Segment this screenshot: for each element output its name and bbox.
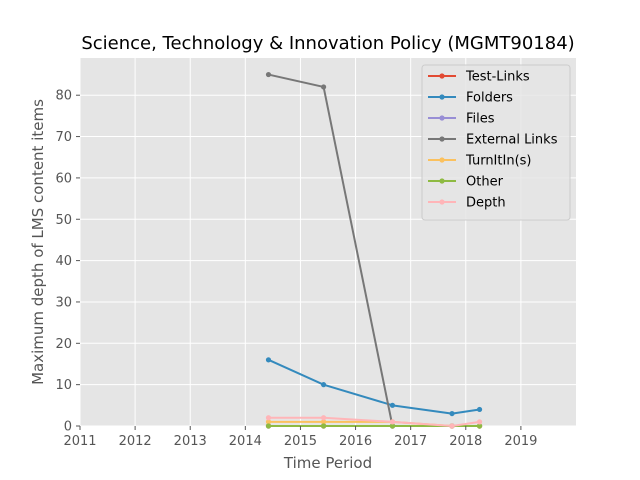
data-point — [389, 402, 396, 408]
legend-item: TurnItIn(s) — [428, 154, 531, 169]
legend-box — [421, 64, 571, 221]
x-tick-label: 2011 — [63, 434, 96, 449]
legend-marker — [439, 136, 445, 142]
data-point — [449, 423, 455, 429]
data-point — [476, 419, 483, 425]
legend-item: External Links — [428, 133, 558, 148]
y-axis-label: Maximum depth of LMS content items — [29, 99, 47, 385]
data-point — [320, 382, 327, 388]
data-point — [265, 71, 272, 78]
legend-label: TurnItIn(s) — [465, 154, 531, 169]
x-tick-label: 2015 — [284, 434, 317, 449]
data-point — [265, 419, 272, 425]
legend-label: Depth — [466, 196, 506, 211]
data-point — [449, 410, 455, 417]
data-point — [265, 357, 272, 363]
legend-marker — [439, 157, 445, 163]
legend-item: Test-Links — [428, 70, 530, 85]
data-point — [389, 423, 396, 429]
legend-item: Folders — [428, 91, 513, 106]
y-tick-label: 10 — [55, 378, 72, 393]
y-tick-label: 0 — [64, 420, 72, 435]
series-folders — [265, 357, 483, 417]
x-tick-label: 2019 — [504, 434, 537, 449]
legend-item: Other — [428, 175, 504, 190]
legend-item: Depth — [428, 196, 506, 211]
x-tick-label: 2016 — [339, 434, 372, 449]
y-tick-label: 60 — [55, 171, 72, 186]
y-tick-label: 30 — [55, 295, 72, 310]
data-point — [320, 419, 327, 425]
legend-label: Other — [466, 175, 504, 190]
legend: Test-Links Folders Files External Links Turn… — [421, 64, 571, 221]
x-tick-label: 2017 — [394, 434, 427, 449]
legend-item: Files — [428, 112, 495, 127]
legend-marker — [439, 199, 445, 205]
legend-marker — [439, 115, 445, 121]
data-point — [476, 406, 483, 413]
x-axis: 2011 2012 2013 2014 2015 2016 2017 2018 2019 — [63, 426, 537, 449]
x-tick-label: 2018 — [449, 434, 482, 449]
legend-label: Test-Links — [465, 70, 530, 85]
x-tick-label: 2013 — [174, 434, 207, 449]
data-point — [265, 415, 272, 421]
y-axis: 0 10 20 30 40 50 60 70 80 — [55, 89, 80, 435]
legend-label: Files — [466, 112, 495, 127]
x-axis-label: Time Period — [283, 454, 372, 472]
y-tick-label: 50 — [55, 213, 72, 228]
x-tick-label: 2014 — [229, 434, 262, 449]
series-depth — [265, 415, 483, 429]
legend-label: Folders — [466, 91, 513, 106]
legend-marker — [439, 178, 445, 184]
legend-marker — [439, 73, 445, 79]
y-tick-label: 70 — [55, 130, 72, 145]
chart-title: Science, Technology & Innovation Policy … — [81, 33, 574, 54]
legend-marker — [439, 94, 445, 100]
series-group — [265, 71, 483, 429]
y-tick-label: 20 — [55, 337, 72, 352]
data-point — [320, 84, 327, 90]
data-point — [265, 423, 272, 429]
data-point — [476, 423, 483, 429]
data-point — [320, 423, 327, 429]
x-tick-label: 2012 — [119, 434, 152, 449]
data-point — [320, 415, 327, 421]
y-tick-label: 80 — [55, 89, 72, 104]
legend-label: External Links — [466, 133, 558, 148]
data-point — [389, 419, 396, 425]
y-tick-label: 40 — [55, 254, 72, 269]
